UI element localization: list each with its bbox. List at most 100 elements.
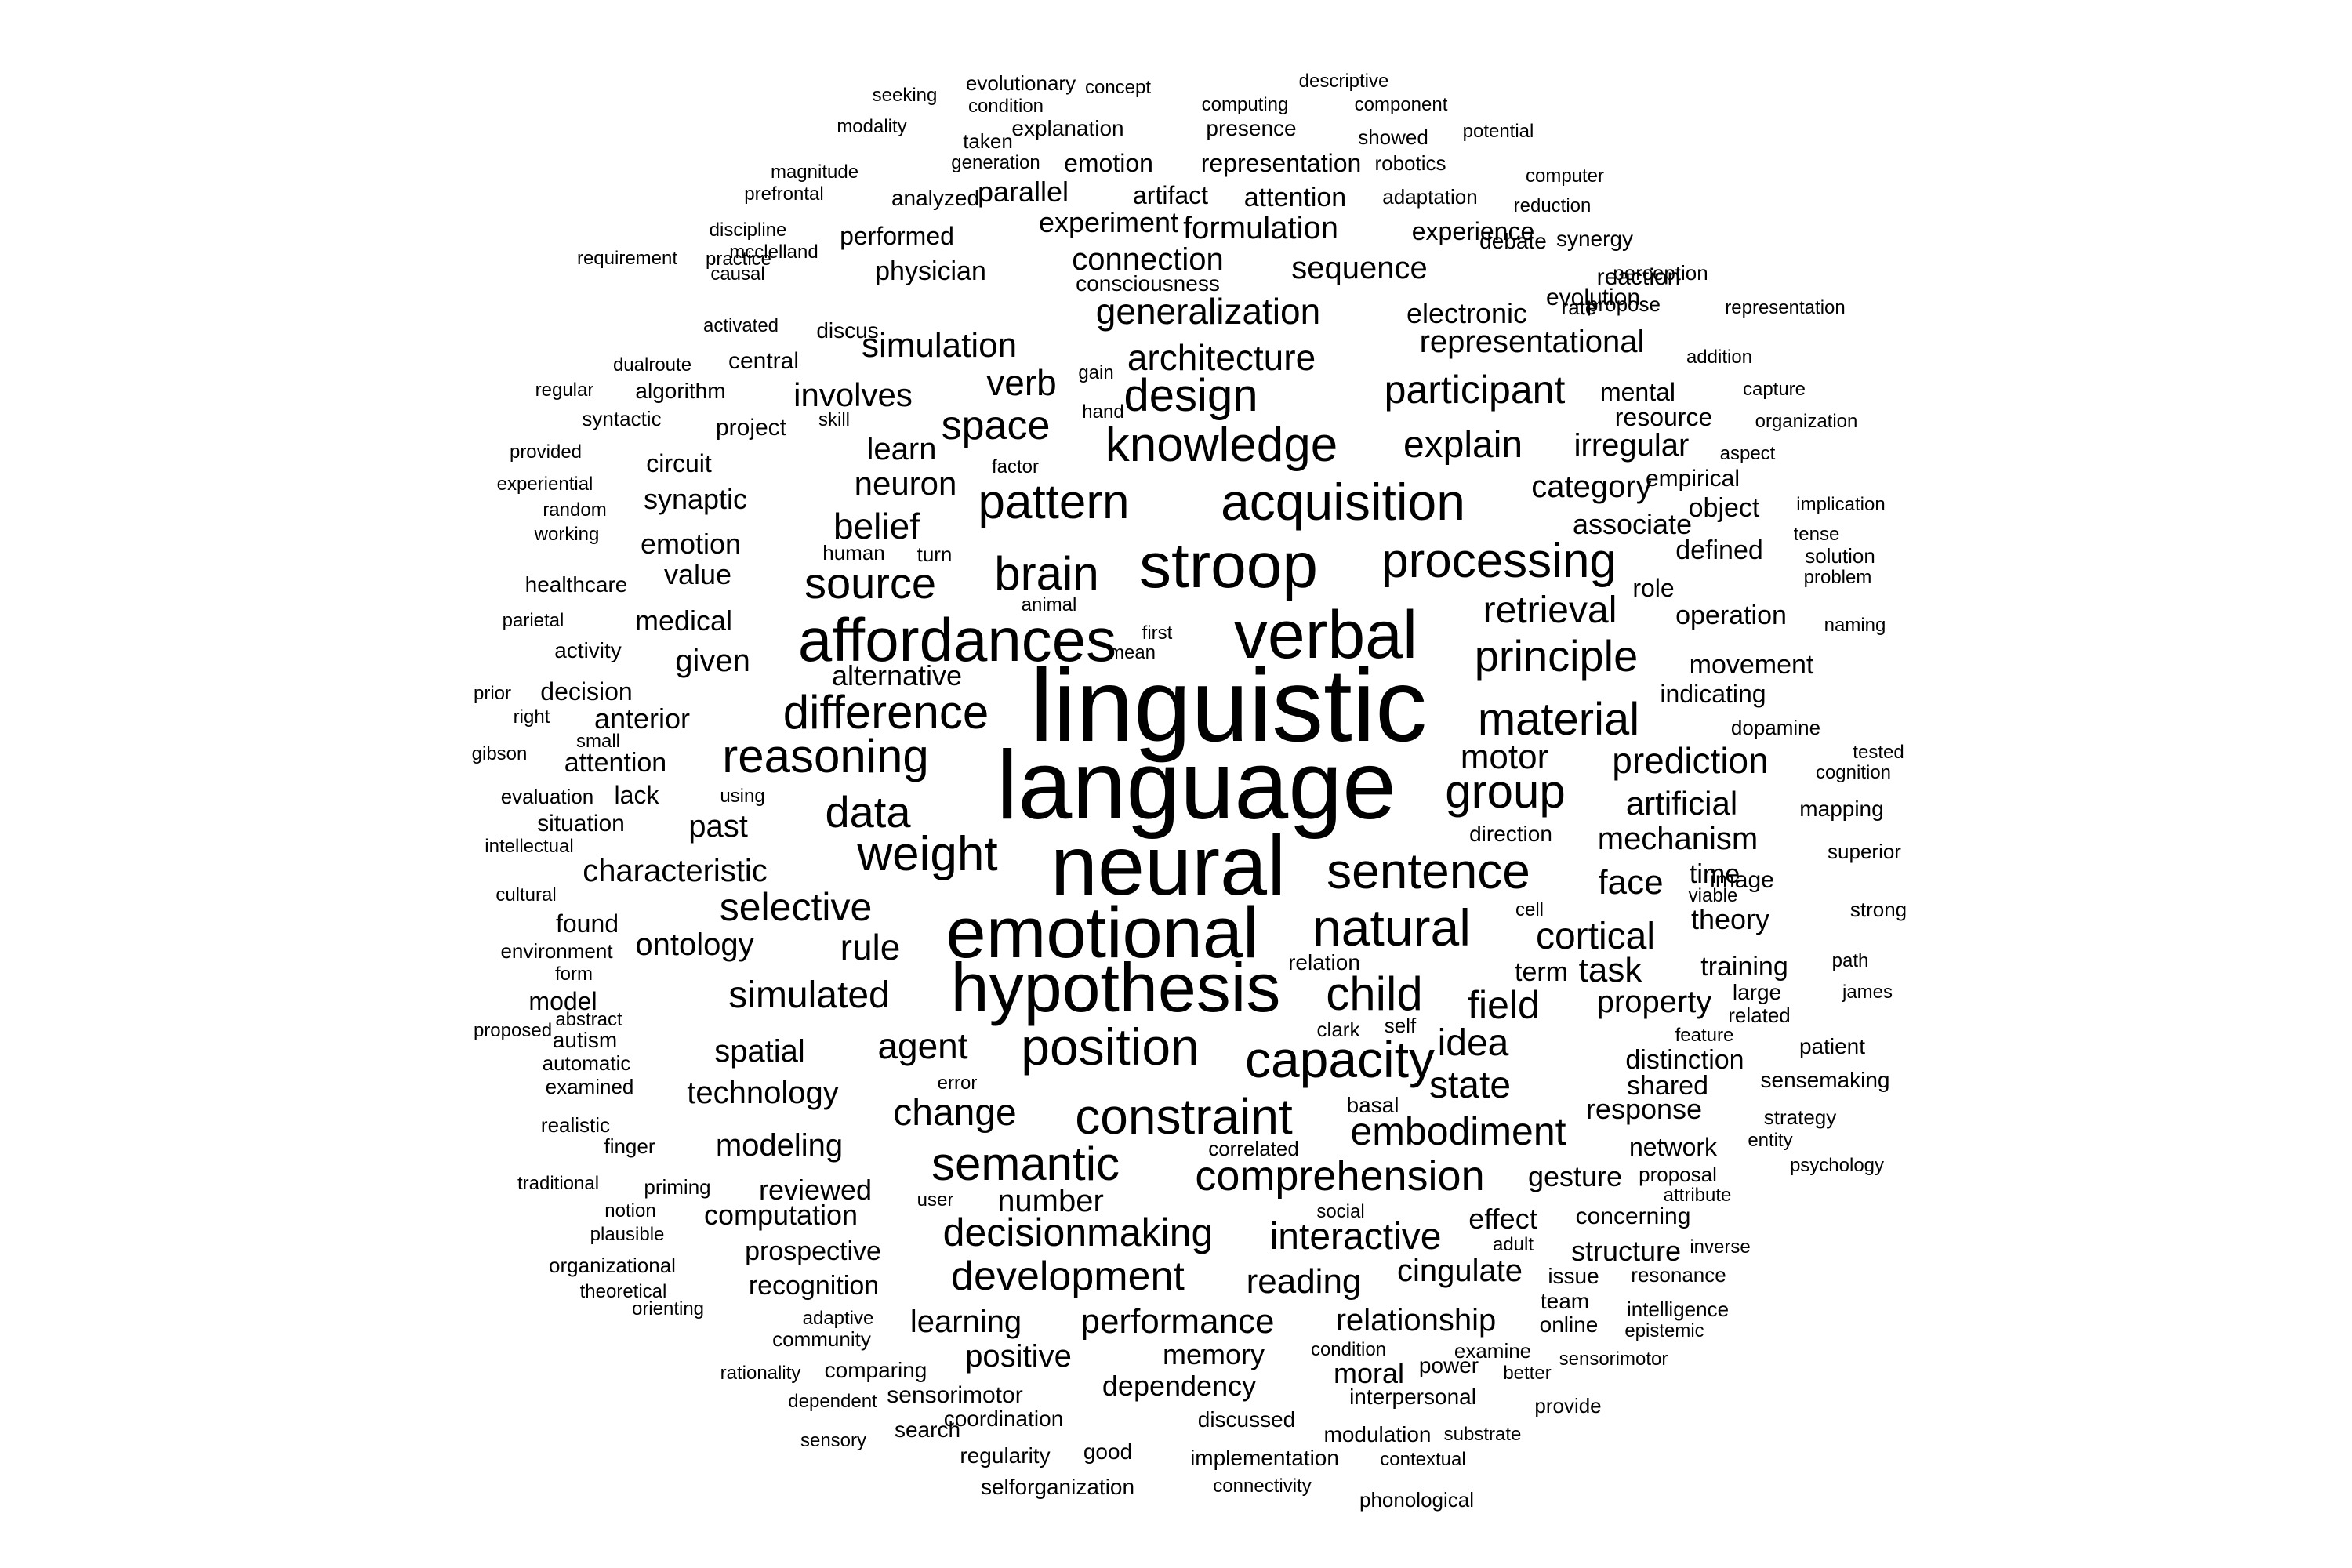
cloud-word-concerning: concerning bbox=[1575, 1203, 1691, 1229]
cloud-word-discus: discus bbox=[816, 318, 879, 343]
cloud-word-gibson: gibson bbox=[471, 743, 528, 764]
cloud-word-data: data bbox=[825, 787, 911, 837]
cloud-word-power: power bbox=[1418, 1353, 1479, 1377]
cloud-word-provide: provide bbox=[1534, 1394, 1602, 1417]
cloud-word-synaptic: synaptic bbox=[643, 483, 748, 515]
cloud-word-analyzed: analyzed bbox=[891, 186, 980, 210]
cloud-word-mean: mean bbox=[1108, 642, 1156, 663]
cloud-word-computing: computing bbox=[1201, 94, 1289, 115]
cloud-word-evolutionary: evolutionary bbox=[965, 71, 1076, 95]
cloud-word-selforganization: selforganization bbox=[980, 1475, 1135, 1499]
cloud-word-constraint: constraint bbox=[1075, 1088, 1293, 1145]
cloud-word-attribute: attribute bbox=[1663, 1185, 1732, 1206]
cloud-word-dependency: dependency bbox=[1102, 1370, 1257, 1402]
cloud-word-structure: structure bbox=[1570, 1235, 1682, 1267]
cloud-word-priming: priming bbox=[644, 1175, 711, 1199]
cloud-word-sequence: sequence bbox=[1291, 251, 1428, 285]
cloud-word-magnitude: magnitude bbox=[770, 162, 859, 183]
cloud-word-mapping: mapping bbox=[1799, 797, 1884, 821]
cloud-word-difference: difference bbox=[782, 686, 989, 739]
cloud-word-presence: presence bbox=[1206, 116, 1297, 140]
cloud-word-central: central bbox=[728, 348, 800, 374]
cloud-word-good: good bbox=[1083, 1439, 1133, 1464]
cloud-word-associate: associate bbox=[1572, 508, 1693, 540]
cloud-word-dualroute: dualroute bbox=[612, 354, 692, 376]
cloud-word-factor: factor bbox=[991, 456, 1040, 477]
cloud-word-epistemic: epistemic bbox=[1624, 1320, 1704, 1341]
cloud-word-theoretical: theoretical bbox=[579, 1281, 667, 1302]
cloud-word-field: field bbox=[1468, 983, 1540, 1027]
cloud-word-experiential: experiential bbox=[496, 474, 593, 495]
cloud-word-mechanism: mechanism bbox=[1597, 822, 1759, 856]
cloud-word-random: random bbox=[543, 499, 607, 521]
cloud-word-role: role bbox=[1632, 574, 1675, 602]
cloud-word-problem: problem bbox=[1803, 567, 1872, 588]
cloud-word-gesture: gesture bbox=[1527, 1160, 1623, 1192]
cloud-word-activity: activity bbox=[554, 638, 622, 662]
cloud-word-finger: finger bbox=[604, 1134, 655, 1158]
cloud-word-value: value bbox=[663, 558, 732, 590]
cloud-word-embodiment: embodiment bbox=[1350, 1109, 1566, 1153]
cloud-word-descriptive: descriptive bbox=[1298, 71, 1389, 92]
cloud-word-project: project bbox=[715, 415, 787, 441]
cloud-word-reduction: reduction bbox=[1513, 195, 1592, 216]
cloud-word-capacity: capacity bbox=[1244, 1030, 1436, 1088]
cloud-word-time: time bbox=[1689, 859, 1740, 889]
cloud-word-given: given bbox=[675, 644, 750, 678]
cloud-word-spatial: spatial bbox=[714, 1034, 805, 1069]
cloud-word-participant: participant bbox=[1384, 368, 1566, 412]
cloud-word-adaptive: adaptive bbox=[802, 1308, 874, 1329]
cloud-word-robotics: robotics bbox=[1374, 151, 1446, 175]
cloud-word-characteristic: characteristic bbox=[583, 854, 768, 888]
cloud-word-retrieval: retrieval bbox=[1483, 590, 1617, 631]
cloud-word-correlated: correlated bbox=[1208, 1137, 1299, 1160]
cloud-word-medical: medical bbox=[634, 604, 733, 637]
cloud-word-experience: experience bbox=[1411, 217, 1535, 245]
cloud-word-dependent: dependent bbox=[788, 1391, 877, 1412]
cloud-word-implementation: implementation bbox=[1190, 1446, 1339, 1470]
cloud-word-prefrontal: prefrontal bbox=[744, 183, 824, 205]
cloud-word-architecture: architecture bbox=[1127, 337, 1316, 378]
cloud-word-generation: generation bbox=[951, 152, 1040, 173]
cloud-word-task: task bbox=[1578, 951, 1642, 989]
cloud-word-reading: reading bbox=[1246, 1262, 1362, 1301]
cloud-word-agent: agent bbox=[877, 1025, 968, 1066]
cloud-word-distinction: distinction bbox=[1625, 1045, 1744, 1075]
cloud-word-team: team bbox=[1540, 1289, 1590, 1313]
cloud-word-representation: representation bbox=[1200, 149, 1362, 177]
cloud-word-search: search bbox=[894, 1417, 961, 1442]
cloud-word-electronic: electronic bbox=[1406, 297, 1528, 329]
cloud-word-training: training bbox=[1700, 952, 1788, 982]
cloud-word-activated: activated bbox=[702, 315, 779, 336]
cloud-word-adult: adult bbox=[1492, 1234, 1534, 1255]
cloud-word-recognition: recognition bbox=[748, 1271, 880, 1301]
cloud-word-consciousness: consciousness bbox=[1076, 271, 1220, 296]
cloud-word-performance: performance bbox=[1080, 1302, 1275, 1341]
cloud-word-potential: potential bbox=[1462, 121, 1534, 142]
cloud-word-rationality: rationality bbox=[720, 1363, 801, 1384]
cloud-word-sensorimotor: sensorimotor bbox=[1559, 1348, 1668, 1370]
cloud-word-computation: computation bbox=[703, 1199, 858, 1231]
cloud-word-tested: tested bbox=[1853, 742, 1904, 763]
cloud-word-capture: capture bbox=[1742, 379, 1806, 400]
cloud-word-healthcare: healthcare bbox=[524, 572, 628, 597]
cloud-word-emotion: emotion bbox=[1064, 149, 1153, 177]
cloud-word-sensory: sensory bbox=[800, 1430, 867, 1451]
cloud-word-principle: principle bbox=[1474, 631, 1639, 681]
cloud-word-component: component bbox=[1354, 94, 1448, 115]
cloud-word-relationship: relationship bbox=[1335, 1303, 1497, 1338]
cloud-word-proposal: proposal bbox=[1639, 1163, 1717, 1186]
cloud-word-patient: patient bbox=[1798, 1034, 1866, 1058]
cloud-word-naming: naming bbox=[1824, 615, 1886, 636]
cloud-word-addition: addition bbox=[1686, 347, 1753, 368]
cloud-word-prospective: prospective bbox=[745, 1236, 881, 1266]
cloud-word-practice: practice bbox=[705, 249, 772, 270]
cloud-word-irregular: irregular bbox=[1573, 428, 1690, 463]
cloud-word-evolution: evolution bbox=[1545, 285, 1641, 310]
cloud-word-past: past bbox=[688, 809, 748, 844]
cloud-word-basal: basal bbox=[1346, 1093, 1399, 1117]
cloud-word-generalization: generalization bbox=[1095, 291, 1321, 332]
cloud-word-natural: natural bbox=[1312, 898, 1471, 956]
cloud-word-related: related bbox=[1728, 1004, 1791, 1027]
